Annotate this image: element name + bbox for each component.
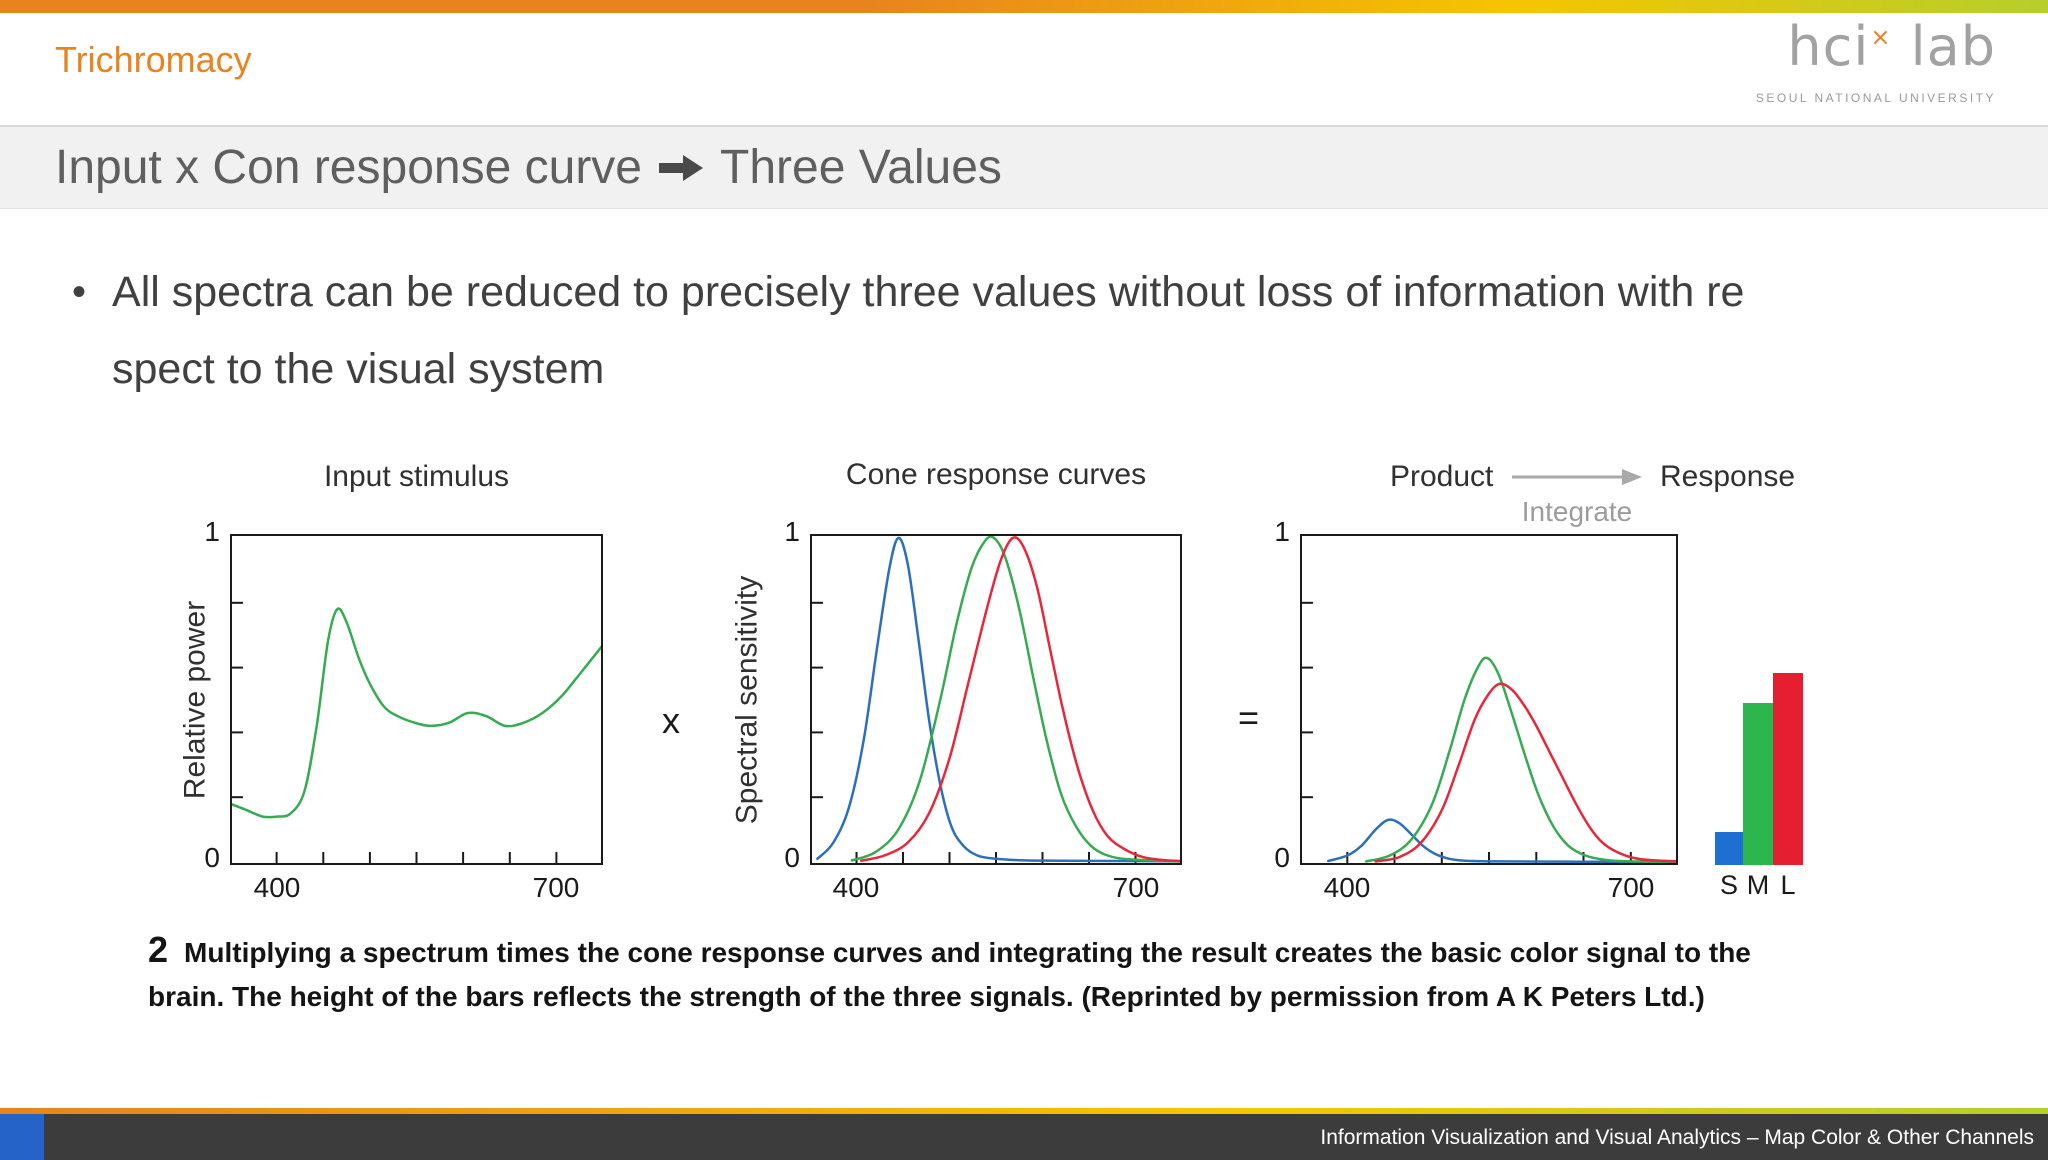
title-band: Input x Con response curve Three Values: [0, 127, 2048, 209]
response-bar-s: [1715, 832, 1743, 865]
chart2-title: Cone response curves: [845, 458, 1147, 491]
page-title: Input x Con response curve Three Values: [55, 140, 1002, 195]
logo-wordmark: hci× lab: [1756, 15, 1996, 89]
product-plot: [1300, 534, 1678, 865]
right-arrow-icon: [658, 140, 704, 195]
integrate-arrow-icon: [1512, 468, 1642, 491]
bullet-line-1: All spectra can be reduced to precisely …: [112, 268, 1745, 316]
chart1-ytick-0: 0: [204, 842, 220, 873]
chart1-title: Input stimulus: [323, 460, 510, 493]
logo-lab: lab: [1910, 15, 1996, 78]
cone-response-plot: [810, 534, 1182, 865]
chart3-title-integrate: Integrate: [1521, 496, 1633, 527]
figure-caption-text: Multiplying a spectrum times the cone re…: [148, 937, 1751, 1012]
chart3-ytick-1: 1: [1274, 516, 1290, 547]
header: Trichromacy hci× lab SEOUL NATIONAL UNIV…: [0, 13, 2048, 127]
logo-subtitle: SEOUL NATIONAL UNIVERSITY: [1755, 91, 1996, 105]
multiply-operator: x: [662, 700, 680, 741]
footer-bar: Information Visualization and Visual Ana…: [0, 1114, 2048, 1160]
chart2-xtick-400: 400: [832, 872, 880, 903]
chart3-xtick-400: 400: [1323, 872, 1371, 903]
chart1-xtick-400: 400: [253, 872, 301, 903]
footer-blue-square: [0, 1114, 44, 1160]
response-bars: [1715, 534, 1815, 865]
response-bar-labels: S M L: [1715, 870, 1803, 901]
bar-label-m: M: [1746, 870, 1770, 900]
chart3-title-response: Response: [1660, 460, 1796, 493]
title-pre: Input x Con response curve: [55, 141, 642, 194]
top-accent-bar: [0, 0, 2048, 13]
chart3-ytick-0: 0: [1274, 842, 1290, 873]
input-stimulus-plot: [230, 534, 603, 865]
chart2-ylabel: Spectral sensitivity: [730, 575, 764, 825]
chart3-title-product: Product: [1390, 460, 1494, 493]
chart1-ylabel: Relative power: [178, 600, 212, 800]
title-post: Three Values: [720, 141, 1002, 194]
bar-label-l: L: [1780, 870, 1796, 900]
footer-course-title: Information Visualization and Visual Ana…: [1320, 1126, 2034, 1149]
chart2-xtick-700: 700: [1112, 872, 1160, 903]
chart1-xtick-700: 700: [532, 872, 580, 903]
figure-caption: 2 Multiplying a spectrum times the cone r…: [148, 928, 1828, 1019]
logo-hci: hci: [1787, 15, 1870, 78]
bullet-text: All spectra can be reduced to precisely …: [112, 254, 1744, 408]
bottom-accent-bar: [0, 1108, 2048, 1114]
chart1-ytick-1: 1: [204, 516, 220, 547]
logo-x-icon: ×: [1870, 23, 1892, 51]
chart2-ytick-1: 1: [784, 516, 800, 547]
hci-lab-logo: hci× lab SEOUL NATIONAL UNIVERSITY: [1756, 15, 1996, 105]
equals-operator: =: [1238, 697, 1260, 738]
figure-number: 2: [148, 929, 169, 970]
chart3-xtick-700: 700: [1607, 872, 1655, 903]
bullet-marker: •: [72, 270, 87, 314]
response-bar-m: [1743, 703, 1773, 865]
response-bar-l: [1773, 673, 1803, 865]
bullet-line-2: spect to the visual system: [112, 345, 605, 393]
chart2-ytick-0: 0: [784, 842, 800, 873]
bullet-item: • All spectra can be reduced to precisel…: [72, 254, 1744, 408]
section-title: Trichromacy: [55, 39, 252, 80]
bar-label-s: S: [1719, 870, 1738, 900]
